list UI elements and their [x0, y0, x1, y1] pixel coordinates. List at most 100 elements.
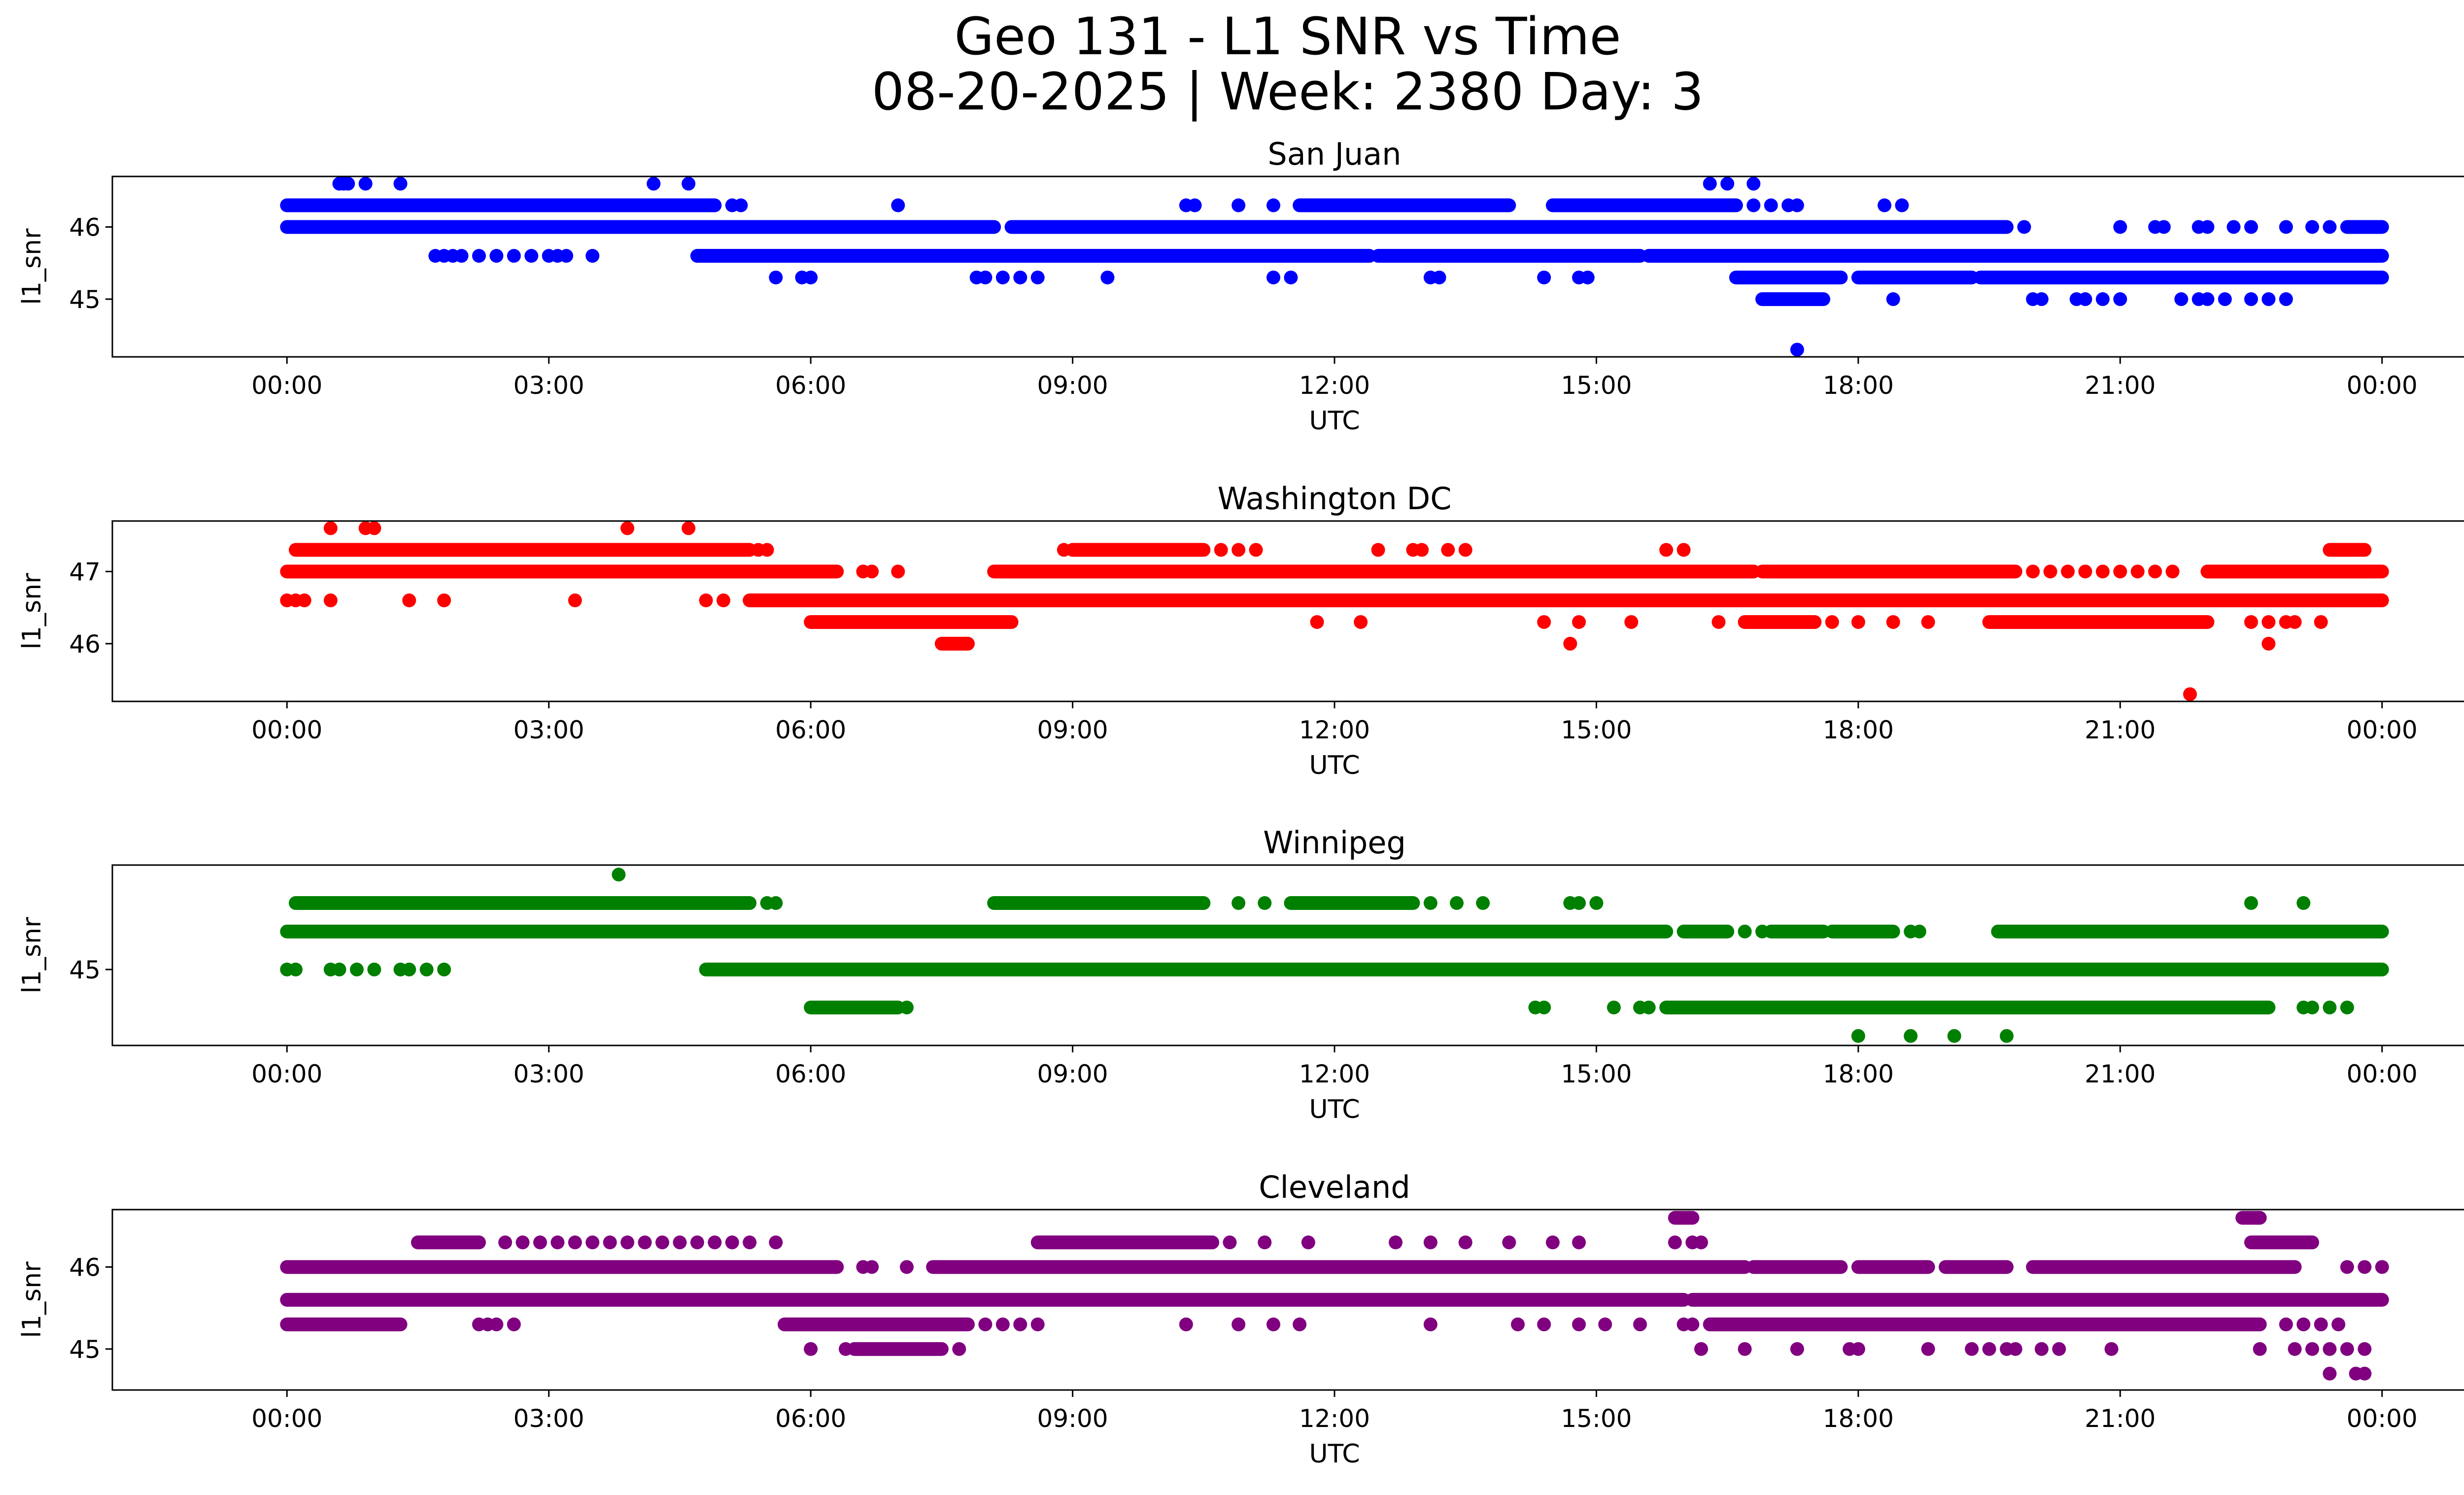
data-point	[393, 176, 408, 191]
y-axis-label: l1_snr	[17, 917, 47, 994]
data-point	[2061, 564, 2075, 579]
data-point	[1232, 543, 1246, 557]
data-point	[891, 564, 905, 579]
data-point	[2200, 292, 2215, 306]
x-tick-label: 06:00	[775, 716, 846, 744]
data-point	[2200, 220, 2215, 234]
data-point	[1668, 1235, 1682, 1250]
data-point	[1886, 615, 1900, 629]
data-point	[655, 1235, 669, 1250]
data-point	[2078, 564, 2092, 579]
data-point	[1458, 1235, 1472, 1250]
data-point	[550, 1235, 565, 1250]
data-point	[367, 521, 381, 535]
data-point	[2095, 564, 2110, 579]
data-point	[2358, 1342, 2372, 1356]
data-point	[804, 1342, 818, 1356]
data-point	[2261, 636, 2276, 651]
data-point	[1511, 1317, 1525, 1331]
subplot-title: Winnipeg	[1263, 825, 1406, 861]
y-tick-label: 46	[69, 1253, 101, 1282]
x-tick-label: 21:00	[2085, 1404, 2156, 1433]
data-point	[297, 593, 311, 608]
data-point	[2340, 1000, 2354, 1014]
data-point	[2279, 292, 2293, 306]
data-point	[2095, 292, 2110, 306]
data-point	[1624, 615, 1639, 629]
data-point	[1371, 543, 1385, 557]
data-point	[585, 249, 600, 263]
data-point	[2279, 1317, 2293, 1331]
data-point	[1904, 1029, 1918, 1043]
data-point	[1851, 615, 1865, 629]
data-point	[804, 270, 818, 284]
data-point	[2000, 1029, 2014, 1043]
data-point	[2183, 687, 2197, 701]
data-point	[1947, 1029, 1961, 1043]
data-points	[280, 1211, 2389, 1381]
data-point	[350, 962, 364, 976]
data-point	[978, 1317, 992, 1331]
x-tick-label: 00:00	[251, 1060, 322, 1088]
data-point	[891, 198, 905, 212]
data-point	[367, 962, 381, 976]
data-point	[2244, 896, 2258, 910]
data-point	[1432, 270, 1446, 284]
data-point	[2305, 1000, 2319, 1014]
data-point	[1851, 1342, 1865, 1356]
x-tick-label: 12:00	[1299, 371, 1370, 400]
y-tick-label: 45	[69, 285, 101, 314]
data-point	[2052, 1342, 2066, 1356]
data-point	[2340, 1260, 2354, 1274]
data-point	[1878, 198, 1891, 212]
y-tick-label: 46	[69, 630, 101, 659]
data-point	[769, 1235, 783, 1250]
data-point	[1694, 1235, 1708, 1250]
data-point	[332, 962, 346, 976]
data-point	[1545, 1235, 1560, 1250]
x-axis-label: UTC	[1309, 751, 1360, 780]
x-tick-label: 18:00	[1823, 1060, 1894, 1088]
data-point	[2253, 1342, 2267, 1356]
x-tick-label: 15:00	[1561, 1404, 1632, 1433]
data-point	[2314, 1317, 2328, 1331]
x-tick-label: 15:00	[1561, 371, 1632, 400]
x-tick-label: 18:00	[1823, 371, 1894, 400]
data-point	[1642, 1000, 1656, 1014]
figure-subtitle: 08-20-2025 | Week: 2380 Day: 3	[871, 62, 1704, 122]
data-point	[769, 896, 783, 910]
data-point	[682, 521, 696, 535]
y-tick-label: 47	[69, 557, 101, 586]
data-point	[2261, 615, 2276, 629]
data-point	[472, 249, 486, 263]
x-tick-label: 00:00	[2347, 1060, 2418, 1088]
data-point	[1633, 1317, 1647, 1331]
data-point	[323, 521, 338, 535]
data-point	[1293, 1317, 1307, 1331]
y-tick-label: 45	[69, 956, 101, 984]
data-point	[1720, 176, 1735, 191]
x-tick-label: 00:00	[251, 371, 322, 400]
x-tick-label: 15:00	[1561, 1060, 1632, 1088]
data-point	[2034, 292, 2049, 306]
data-point	[1537, 1000, 1551, 1014]
data-point	[437, 962, 451, 976]
data-point	[1441, 543, 1455, 557]
x-tick-label: 03:00	[513, 371, 584, 400]
data-point	[2026, 564, 2040, 579]
data-point	[612, 868, 626, 882]
x-axis-label: UTC	[1309, 1439, 1360, 1469]
data-point	[489, 1317, 504, 1331]
data-point	[760, 543, 774, 557]
x-axis-label: UTC	[1309, 406, 1360, 436]
data-point	[1746, 198, 1761, 212]
data-point	[1694, 1342, 1708, 1356]
data-point	[1607, 1000, 1621, 1014]
data-point	[995, 270, 1010, 284]
data-point	[1764, 198, 1778, 212]
data-point	[2296, 1317, 2311, 1331]
subplot-cleveland: Cleveland 00:00 03:00 06:00 09:00 12:00 15:00 1…	[17, 1169, 2464, 1469]
x-tick-label: 15:00	[1561, 716, 1632, 744]
data-point	[2244, 220, 2258, 234]
